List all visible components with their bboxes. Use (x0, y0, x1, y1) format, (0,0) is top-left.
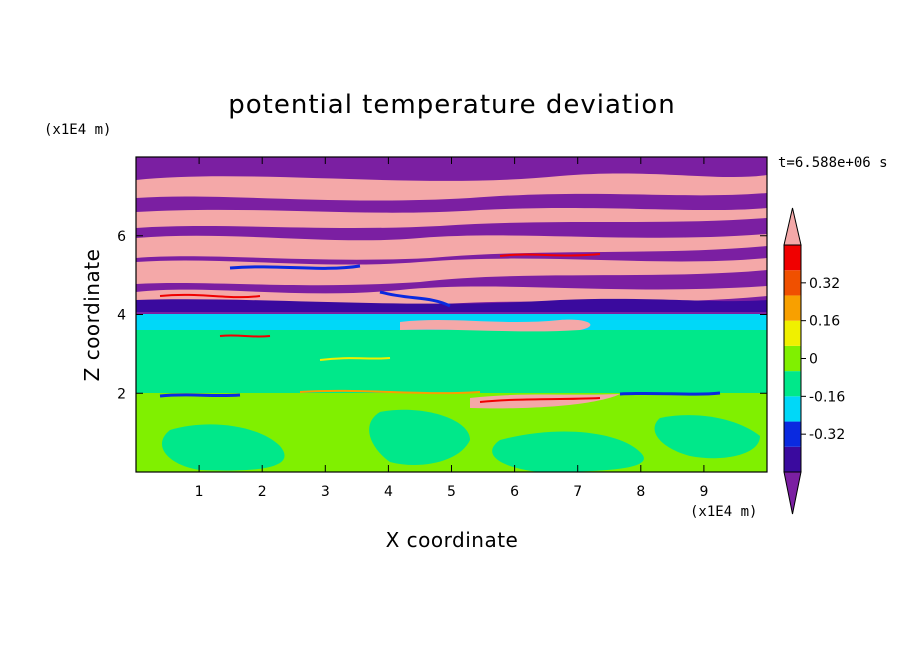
y-tick-label: 2 (117, 386, 126, 402)
yellow-streak (319, 357, 391, 361)
colorbar-label: 0 (809, 352, 818, 368)
x-tick-label: 9 (699, 484, 708, 500)
green-patch (492, 431, 644, 472)
colorbar-extend-high (783, 207, 802, 246)
pink-patch (400, 319, 591, 332)
upper-bands (136, 173, 767, 312)
blue-streak (159, 393, 241, 398)
pink-patch (470, 394, 620, 409)
colorbar-segment (784, 270, 801, 296)
y-unit-label: (x1E4 m) (44, 122, 111, 138)
pink-band (136, 208, 767, 228)
colorbar: 0.32 0.16 0 -0.16 -0.32 (783, 207, 845, 515)
colorbar-segment (784, 345, 801, 372)
colorbar-segment (784, 446, 801, 472)
x-tick-label: 4 (384, 484, 393, 500)
x-tick-label: 6 (510, 484, 519, 500)
red-streak (499, 253, 601, 257)
colorbar-segment (784, 245, 801, 271)
x-tick-label: 3 (321, 484, 330, 500)
time-label: t=6.588e+06 s (778, 155, 888, 171)
x-tick-label: 1 (195, 484, 204, 500)
colorbar-label: 0.16 (809, 314, 840, 330)
y-axis-title: Z coordinate (80, 249, 104, 382)
colorbar-segment (784, 421, 801, 447)
green-patch (161, 424, 285, 471)
lower-features (161, 409, 760, 472)
x-axis: 1 2 3 4 5 6 7 8 9 (195, 157, 708, 500)
x-unit-label: (x1E4 m) (690, 504, 757, 520)
x-axis-title: X coordinate (386, 528, 519, 552)
pink-band (136, 234, 767, 260)
pink-band (136, 173, 767, 201)
x-tick-label: 7 (573, 484, 582, 500)
mid-features (159, 319, 721, 409)
chart-title: potential temperature deviation (228, 90, 675, 120)
blue-streak (229, 264, 361, 270)
red-streak (159, 293, 261, 299)
y-tick-label: 4 (117, 308, 126, 324)
green-patch (369, 409, 470, 466)
red-streak (219, 334, 271, 338)
blue-streak (619, 391, 721, 396)
y-tick-label: 6 (117, 229, 126, 245)
plot-area (136, 157, 767, 472)
dark-band (136, 298, 767, 312)
red-streak (479, 397, 601, 403)
green-patch (654, 415, 760, 459)
x-tick-label: 5 (447, 484, 456, 500)
colorbar-extend-low (783, 471, 802, 515)
pink-band (136, 258, 767, 286)
colorbar-segment (784, 295, 801, 321)
colorbar-label: 0.32 (809, 276, 840, 292)
x-tick-label: 8 (636, 484, 645, 500)
orange-streak (299, 389, 481, 395)
colorbar-label: -0.16 (809, 389, 845, 405)
y-axis: 2 4 6 (117, 229, 767, 402)
colorbar-segment (784, 320, 801, 346)
colorbar-segment (784, 371, 801, 397)
colorbar-label: -0.32 (809, 427, 845, 443)
colorbar-segment (784, 396, 801, 422)
x-tick-label: 2 (258, 484, 267, 500)
blue-streak (379, 290, 451, 308)
